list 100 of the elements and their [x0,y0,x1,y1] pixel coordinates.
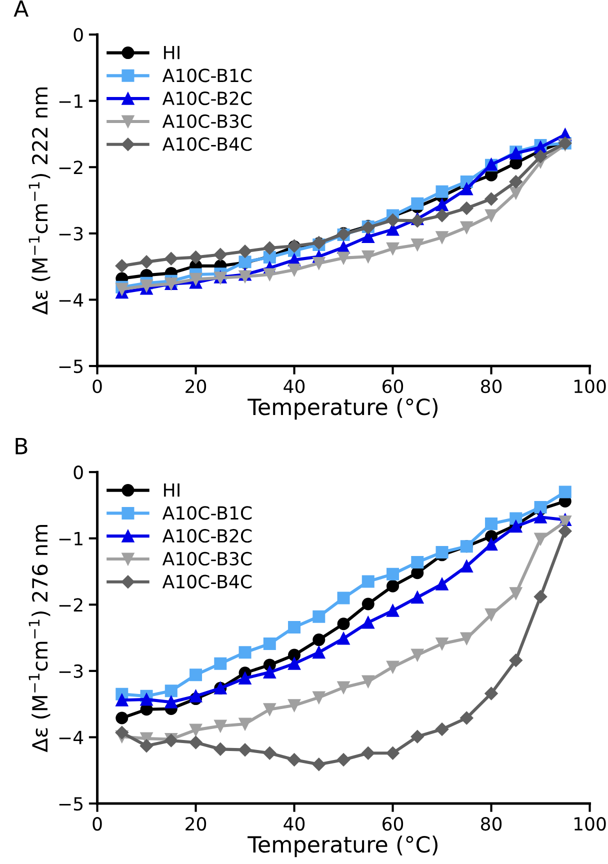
point [140,739,154,752]
y-tick-label: 0 [74,466,83,480]
x-tick-label: 20 [186,817,206,831]
point [312,634,326,646]
point [288,699,301,712]
point [460,221,473,234]
point [534,590,548,604]
point [164,252,178,266]
point [164,696,178,708]
point [312,691,326,704]
point [263,746,276,760]
y-tick-label: −5 [59,360,83,374]
x-tick-label: 0 [92,817,102,831]
point [435,722,449,736]
point [115,726,128,740]
y-tick-label: −3 [59,664,83,678]
point [263,703,276,716]
point [337,592,350,604]
point [460,560,473,572]
legend-label: HI [164,46,180,60]
x-tick-label: 80 [481,380,502,394]
y-axis-title: Δε (M$^{−1}$cm$^{−1}$) 276 nm [28,524,50,752]
point [337,632,350,645]
x-tick-label: 60 [382,380,404,394]
point [288,648,301,662]
y-tick-label: −4 [59,293,84,307]
y-tick-label: −2 [59,598,82,612]
x-axis-title: Temperature (°C) [248,398,438,420]
point [411,591,424,604]
point [312,257,326,270]
point [312,758,326,771]
point [386,580,400,592]
point [436,546,448,559]
point [510,587,522,600]
point [238,743,252,756]
point [238,244,252,258]
point [190,690,202,702]
point [140,255,154,269]
point [238,718,252,730]
point [386,568,400,580]
point [435,208,449,222]
legend-label: A10C-B1C [162,68,252,82]
point [115,259,128,272]
legend-label: A10C-B3C [162,552,252,566]
x-tick-label: 100 [574,380,606,394]
point [312,610,326,623]
point [189,736,202,750]
y-tick-label: −5 [59,797,83,811]
point [288,620,301,634]
point [190,272,202,286]
x-tick-label: 80 [481,817,502,831]
point [190,668,202,682]
point [362,575,374,588]
point [534,510,547,524]
point [436,578,448,590]
point [509,175,522,188]
x-tick-label: 60 [382,817,404,831]
point [411,648,424,662]
point [410,214,424,228]
point [336,753,350,766]
point [460,182,473,196]
point [411,556,424,568]
point [238,672,252,684]
point [288,264,301,276]
legend-label: A10C-B2C [162,529,252,543]
x-tick-label: 100 [574,817,606,831]
point [263,666,276,679]
point [558,486,572,498]
point [337,618,350,630]
point [386,214,400,227]
point [190,724,202,736]
point [534,150,548,164]
point [263,241,276,255]
point [436,638,448,650]
point [214,248,227,262]
x-tick-label: 0 [92,380,102,394]
point [214,657,227,670]
legend-label: A10C-B1C [162,506,252,520]
point [411,197,424,210]
point [214,720,227,732]
legend-label: A10C-B2C [162,91,252,106]
point [116,694,128,706]
chart-title: B [16,438,28,454]
point [362,675,374,688]
point [386,604,400,617]
x-axis-title: Temperature (°C) [248,836,438,858]
y-tick-label: −2 [59,160,82,174]
point [362,598,374,610]
x-tick-label: 20 [186,380,206,394]
point [485,608,498,621]
point [485,518,498,530]
point [386,242,400,255]
y-tick-label: −1 [59,94,82,108]
point [460,202,474,215]
point [558,524,572,538]
point [485,538,498,551]
chart-title: A [14,0,29,17]
point [288,753,301,766]
point [436,198,448,212]
y-tick-label: 0 [74,28,83,42]
